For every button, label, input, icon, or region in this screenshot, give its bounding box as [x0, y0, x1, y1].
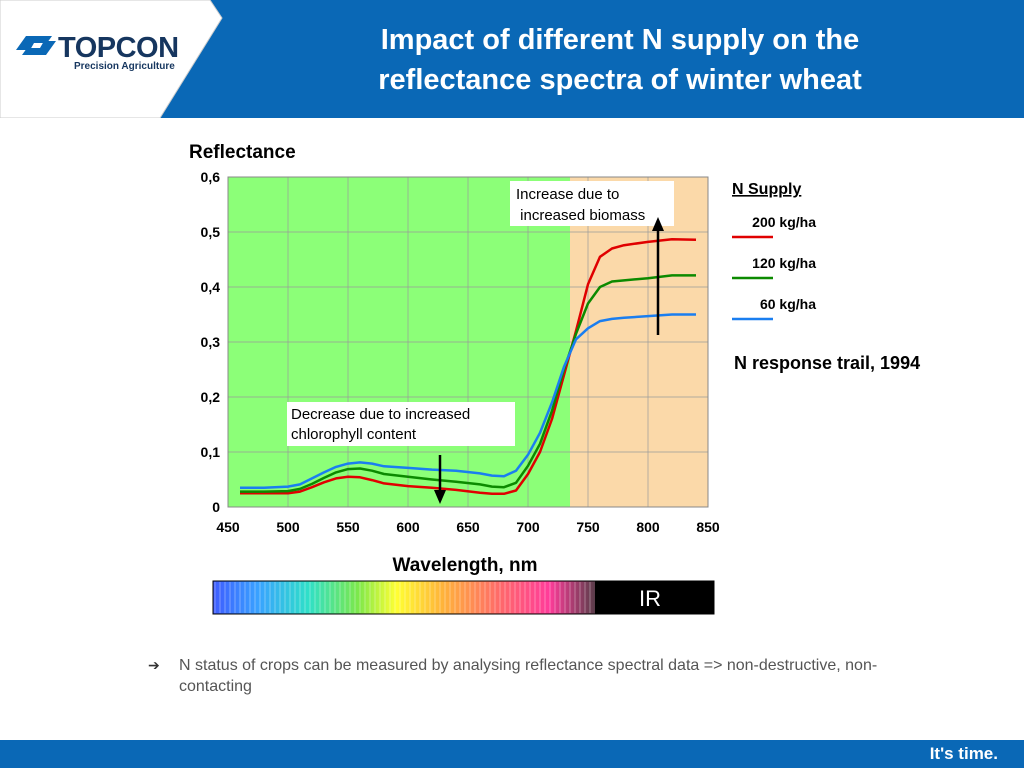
logo-name: TOPCON: [58, 32, 179, 64]
bullet-text: N status of crops can be measured by ana…: [179, 657, 878, 695]
annotation-chlorophyll-line1: Decrease due to increased: [291, 406, 470, 423]
legend-title: N Supply: [732, 181, 801, 198]
ir-label: IR: [639, 586, 661, 611]
y-tick-label: 0,1: [201, 444, 221, 460]
x-tick-label: 750: [576, 519, 600, 535]
annotation-chlorophyll-line2: chlorophyll content: [291, 426, 417, 443]
series-lines: [240, 237, 697, 496]
legend-label: 200 kg/ha: [752, 214, 816, 230]
page-title: Impact of different N supply on the refl…: [240, 20, 1000, 100]
up-arrow-icon: [652, 217, 664, 231]
visible-spectrum: [213, 581, 595, 614]
y-axis-label: Reflectance: [189, 142, 296, 163]
annotation-biomass: Increase due to increased biomass: [510, 181, 674, 335]
legend: N Supply 200 kg/ha 120 kg/ha 60 kg/ha: [732, 181, 816, 321]
x-tick-label: 650: [456, 519, 480, 535]
y-tick-label: 0: [212, 499, 220, 515]
x-tick-labels: 450 500 550 600 650 700 750 800 850: [216, 519, 720, 535]
footer-band: It's time.: [0, 740, 1024, 768]
x-tick-label: 850: [696, 519, 720, 535]
legend-items: 200 kg/ha 120 kg/ha 60 kg/ha: [732, 214, 816, 321]
series-line-1: [240, 274, 696, 493]
annotation-chlorophyll: Decrease due to increased chlorophyll co…: [287, 402, 515, 504]
x-tick-label: 600: [396, 519, 420, 535]
y-tick-label: 0,6: [201, 169, 221, 185]
spectrum-bar: IR: [212, 580, 715, 615]
x-tick-label: 550: [336, 519, 360, 535]
x-tick-label: 450: [216, 519, 240, 535]
bullet-point: ➔ N status of crops can be measured by a…: [148, 655, 928, 697]
topcon-logo-icon: [16, 36, 56, 55]
spectrum-stripes: [214, 582, 591, 613]
x-tick-label: 700: [516, 519, 540, 535]
y-tick-label: 0,2: [201, 389, 221, 405]
x-tick-label: 500: [276, 519, 300, 535]
logo-subtitle: Precision Agriculture: [74, 61, 175, 72]
title-line-1: Impact of different N supply on the: [380, 24, 860, 56]
annotation-biomass-box: [510, 181, 674, 226]
y-tick-label: 0,3: [201, 334, 221, 350]
footer-slogan: It's time.: [929, 744, 998, 763]
series-line-0: [240, 237, 697, 496]
annotation-biomass-line2: increased biomass: [516, 207, 645, 224]
plot-frame: [227, 176, 709, 508]
annotation-chlorophyll-box: [287, 402, 515, 446]
y-tick-label: 0,4: [201, 279, 221, 295]
logo-background: [0, 0, 223, 118]
x-axis-label: Wavelength, nm: [393, 555, 538, 576]
down-arrow-icon: [434, 490, 446, 504]
spectrum-frame: [212, 580, 715, 615]
reflectance-chart: 0 0,1 0,2 0,3 0,4 0,5 0,6 450 500 550 600 650 700 75…: [189, 142, 920, 615]
annotation-biomass-line1: Increase due to: [516, 186, 619, 203]
ir-region: [595, 581, 714, 614]
x-tick-label: 800: [636, 519, 660, 535]
series-line-2: [240, 313, 696, 490]
title-line-2: reflectance spectra of winter wheat: [378, 64, 862, 96]
legend-label: 120 kg/ha: [752, 255, 816, 271]
side-label: N response trail, 1994: [734, 353, 920, 373]
legend-label: 60 kg/ha: [760, 296, 816, 312]
logo-panel: TOPCON Precision Agriculture: [0, 0, 225, 118]
y-tick-label: 0,5: [201, 224, 221, 240]
arrow-right-icon: ➔: [148, 657, 160, 673]
y-tick-labels: 0 0,1 0,2 0,3 0,4 0,5 0,6: [201, 169, 221, 515]
